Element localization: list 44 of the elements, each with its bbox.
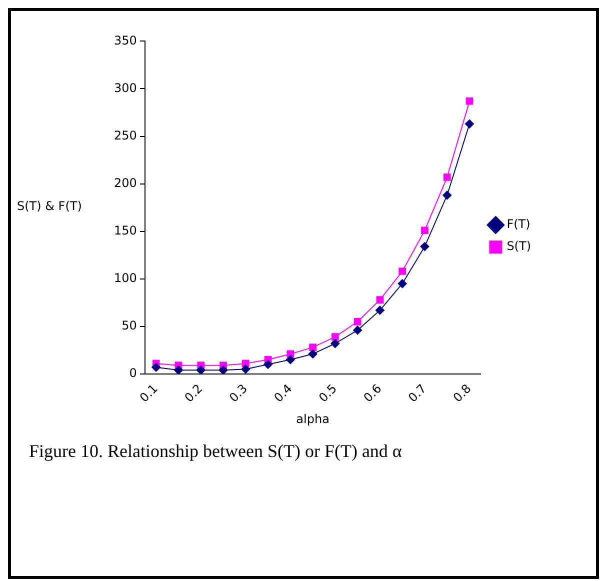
legend-label: S(T): [506, 239, 531, 254]
point: [420, 242, 430, 252]
point: [152, 362, 161, 372]
y-tick-label: 0: [129, 366, 137, 380]
point: [354, 318, 362, 326]
point: [464, 119, 474, 128]
point: [353, 326, 362, 335]
point: [442, 190, 452, 200]
y-tick-label: 350: [114, 33, 137, 48]
caption: Figure 10. Relationship between S(T) or F(T) and α: [29, 441, 402, 462]
y-axis-title: S(T) & F(T): [17, 199, 82, 213]
point: [286, 355, 295, 364]
y-tick-label: 300: [114, 80, 137, 95]
point: [443, 173, 451, 181]
point: [421, 226, 428, 234]
x-tick-label: 0.5: [316, 381, 340, 405]
y-tick-label: 50: [122, 318, 137, 333]
x-tick-label: 0.4: [271, 381, 295, 405]
y-tick-label: 100: [114, 270, 137, 285]
x-axis-title: alpha: [296, 412, 330, 426]
point: [264, 360, 273, 369]
x-tick-label: 0.2: [182, 381, 206, 405]
point: [466, 97, 474, 105]
point: [330, 339, 340, 348]
point: [332, 333, 339, 341]
point: [241, 364, 250, 374]
y-tick-label: 200: [114, 176, 137, 190]
y-tick-label: 250: [114, 128, 137, 142]
point: [398, 279, 407, 288]
x-tick-label: 0.7: [406, 381, 430, 405]
y-tick-label: 150: [114, 223, 137, 238]
legend-label: F(T): [506, 217, 530, 232]
point: [218, 366, 228, 374]
x-tick-label: 0.8: [450, 381, 474, 405]
point: [398, 268, 406, 275]
x-tick-label: 0.6: [360, 381, 384, 405]
point: [174, 366, 183, 374]
point: [376, 296, 384, 304]
point: [196, 366, 206, 374]
point: [375, 306, 384, 315]
point: [309, 344, 316, 351]
x-tick-label: 0.3: [226, 381, 250, 405]
x-tick-label: 0.1: [137, 381, 160, 405]
point: [308, 349, 318, 358]
